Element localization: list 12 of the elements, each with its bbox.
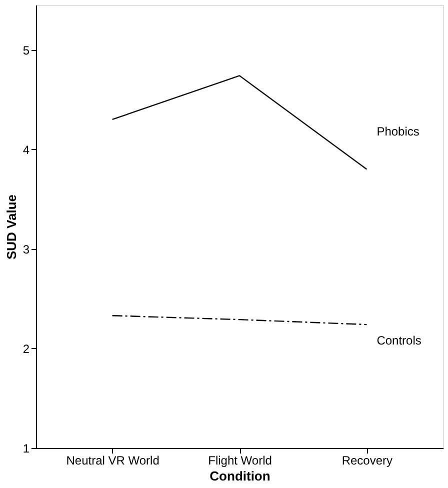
y-tick-label: 5 bbox=[22, 43, 30, 58]
y-tick-label: 1 bbox=[22, 442, 30, 456]
x-tick-label: Neutral VR World bbox=[66, 454, 160, 468]
text: Phobics bbox=[376, 124, 420, 138]
y-tick-label: 2 bbox=[22, 342, 30, 356]
y-axis-title: SUD Value bbox=[4, 194, 19, 260]
series-label: Controls bbox=[376, 334, 422, 348]
x-axis-title: Condition bbox=[210, 468, 270, 484]
x-tick-label: Flight World bbox=[208, 454, 272, 468]
x-tick-label: Recovery bbox=[342, 454, 393, 468]
y-tick-label: 4 bbox=[22, 142, 30, 157]
y-tick-label: 3 bbox=[22, 242, 30, 256]
